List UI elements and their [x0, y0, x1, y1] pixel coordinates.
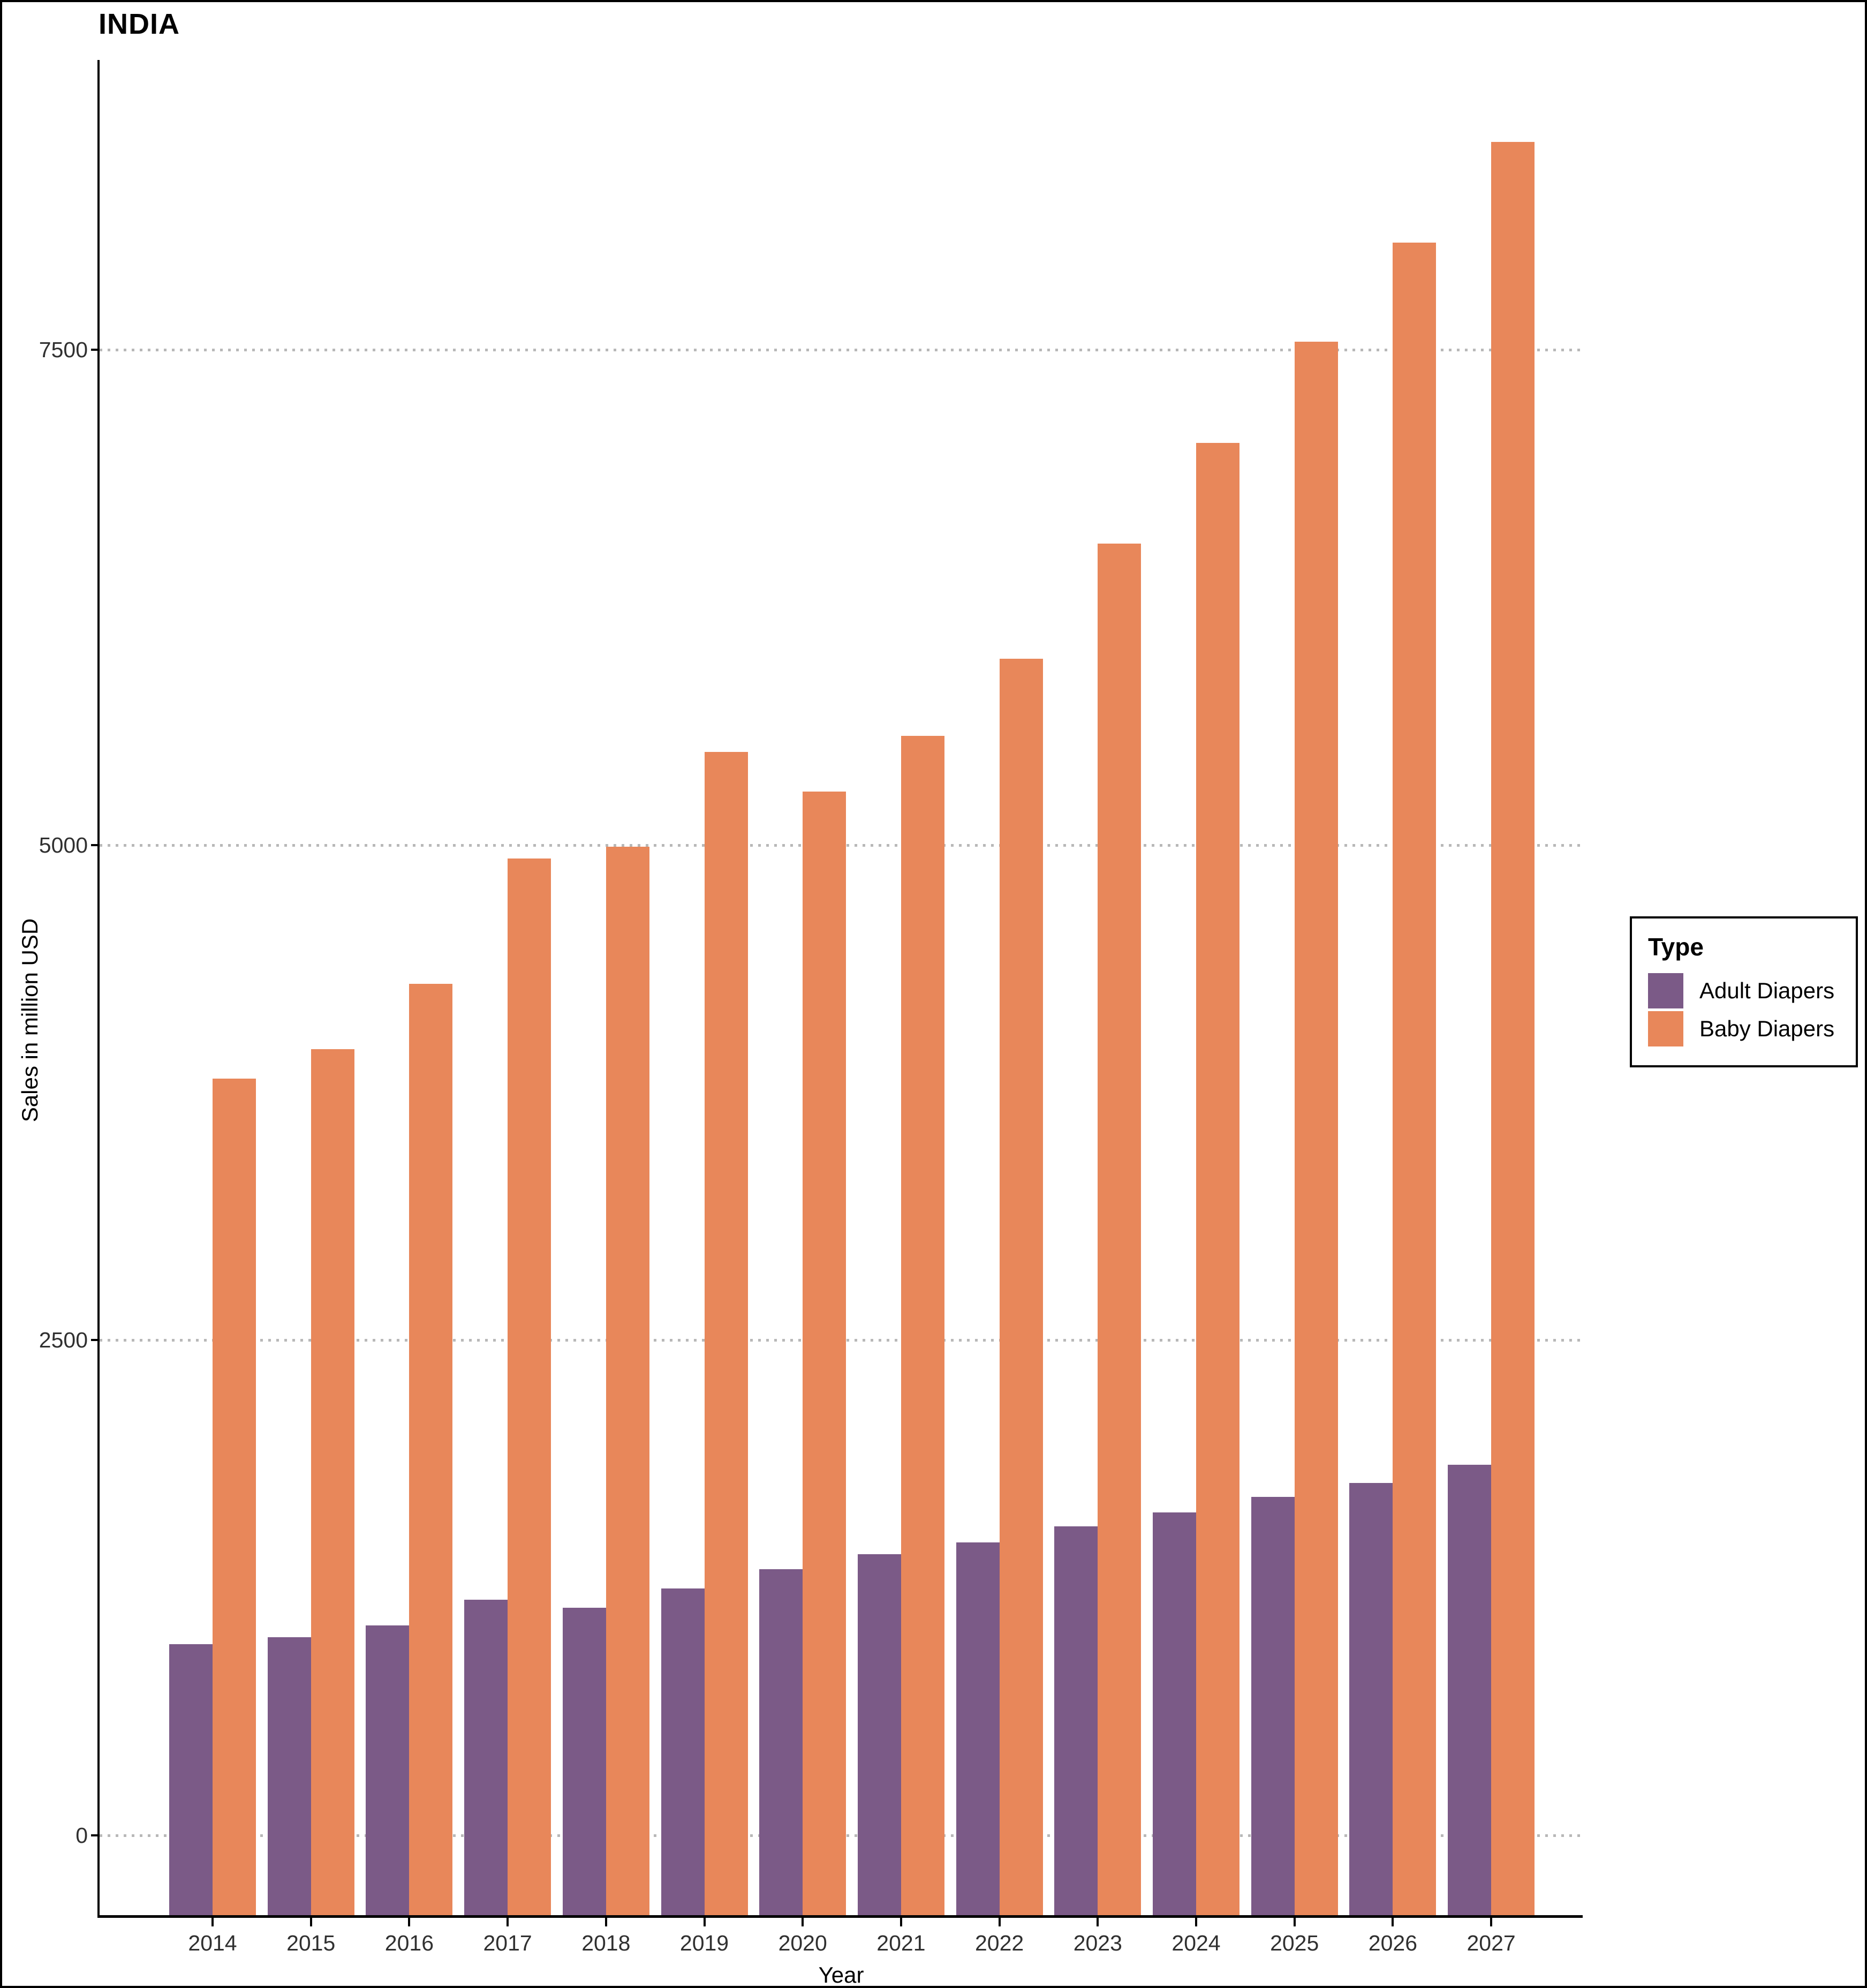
bar-baby-diapers-2027	[1491, 141, 1535, 1915]
y-tick-7500	[91, 348, 100, 351]
bar-baby-diapers-2017	[508, 859, 551, 1915]
bar-adult-diapers-2021	[857, 1554, 901, 1915]
y-tick-label-2500: 2500	[39, 1328, 88, 1353]
bar-baby-diapers-2025	[1294, 342, 1338, 1915]
bar-adult-diapers-2026	[1349, 1482, 1393, 1915]
x-tick-2018	[604, 1918, 607, 1926]
y-axis-line	[97, 60, 100, 1918]
gridline-7500	[100, 348, 1583, 351]
legend-label: Adult Diapers	[1699, 978, 1835, 1003]
legend-item-baby-diapers: Baby Diapers	[1648, 1011, 1856, 1046]
bar-adult-diapers-2014	[169, 1644, 213, 1915]
x-axis-title: Year	[818, 1962, 864, 1987]
legend-item-adult-diapers: Adult Diapers	[1648, 973, 1856, 1008]
bar-adult-diapers-2025	[1251, 1496, 1295, 1915]
y-tick-label-5000: 5000	[39, 832, 88, 857]
x-tick-label-2021: 2021	[876, 1931, 926, 1955]
x-tick-label-2017: 2017	[483, 1931, 532, 1955]
x-tick-label-2019: 2019	[679, 1931, 729, 1955]
legend: Type Adult Diapers Baby Diapers	[1630, 916, 1858, 1067]
x-tick-label-2027: 2027	[1467, 1931, 1516, 1955]
bar-adult-diapers-2020	[759, 1569, 803, 1915]
bar-baby-diapers-2020	[803, 791, 846, 1915]
x-tick-2021	[900, 1918, 902, 1926]
x-tick-2023	[1097, 1918, 1099, 1926]
y-tick-label-0: 0	[75, 1823, 88, 1848]
x-tick-label-2026: 2026	[1368, 1931, 1417, 1955]
bar-adult-diapers-2016	[366, 1625, 410, 1915]
bar-adult-diapers-2027	[1448, 1465, 1492, 1915]
bar-adult-diapers-2017	[464, 1599, 508, 1915]
x-tick-label-2016: 2016	[384, 1931, 434, 1955]
x-tick-label-2014: 2014	[188, 1931, 237, 1955]
y-axis-title: Sales in million USD	[17, 918, 42, 1123]
bar-adult-diapers-2015	[267, 1637, 311, 1915]
legend-swatch-baby-diapers	[1648, 1011, 1683, 1046]
x-tick-label-2025: 2025	[1270, 1931, 1319, 1955]
legend-title: Type	[1648, 933, 1704, 961]
x-tick-label-2018: 2018	[581, 1931, 631, 1955]
x-tick-label-2024: 2024	[1171, 1931, 1221, 1955]
y-tick-2500	[91, 1339, 100, 1342]
chart-title: INDIA	[99, 8, 180, 40]
x-tick-label-2023: 2023	[1073, 1931, 1122, 1955]
bar-baby-diapers-2021	[901, 736, 944, 1915]
x-tick-2022	[998, 1918, 1001, 1926]
bar-baby-diapers-2014	[213, 1079, 256, 1915]
y-tick-label-7500: 7500	[39, 337, 88, 362]
x-tick-2016	[408, 1918, 411, 1926]
x-tick-2024	[1195, 1918, 1197, 1926]
x-tick-2017	[507, 1918, 509, 1926]
bar-baby-diapers-2026	[1393, 243, 1437, 1915]
x-tick-2019	[703, 1918, 706, 1926]
bar-adult-diapers-2023	[1054, 1526, 1098, 1915]
y-tick-5000	[91, 844, 100, 846]
bar-adult-diapers-2022	[956, 1542, 1000, 1915]
x-tick-2020	[802, 1918, 804, 1926]
x-tick-label-2015: 2015	[286, 1931, 336, 1955]
x-tick-2014	[211, 1918, 214, 1926]
bar-baby-diapers-2018	[606, 847, 649, 1915]
bar-baby-diapers-2016	[409, 983, 453, 1915]
x-tick-label-2022: 2022	[974, 1931, 1024, 1955]
x-tick-2015	[309, 1918, 312, 1926]
bar-baby-diapers-2024	[1196, 442, 1239, 1915]
legend-items: Adult Diapers Baby Diapers	[1648, 973, 1856, 1046]
bar-adult-diapers-2018	[562, 1607, 606, 1915]
x-axis-line	[97, 1915, 1583, 1918]
y-tick-0	[91, 1834, 100, 1836]
x-tick-2025	[1293, 1918, 1296, 1926]
legend-swatch-adult-diapers	[1648, 973, 1683, 1008]
legend-label: Baby Diapers	[1699, 1016, 1835, 1041]
bar-adult-diapers-2024	[1153, 1512, 1196, 1915]
bar-adult-diapers-2019	[661, 1588, 705, 1915]
x-tick-label-2020: 2020	[778, 1931, 827, 1955]
bar-baby-diapers-2019	[704, 751, 748, 1915]
x-tick-2026	[1392, 1918, 1394, 1926]
x-tick-2027	[1490, 1918, 1493, 1926]
bar-baby-diapers-2022	[999, 658, 1043, 1915]
bar-baby-diapers-2023	[1098, 544, 1142, 1915]
bar-baby-diapers-2015	[311, 1049, 354, 1915]
